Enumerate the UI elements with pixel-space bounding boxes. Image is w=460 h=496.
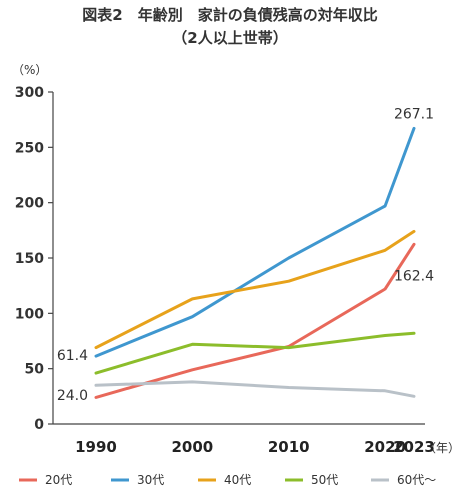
y-tick-label: 100 (15, 306, 44, 322)
y-tick-label: 200 (15, 196, 44, 212)
y-tick-label: 250 (15, 140, 44, 156)
data-label: 61.4 (57, 348, 88, 364)
legend-label-2: 40代 (224, 473, 251, 487)
x-tick-label: 2020 (364, 438, 406, 456)
legend-label-1: 30代 (137, 473, 164, 487)
x-tick-label: 2023 (393, 438, 435, 456)
x-tick-label: 1990 (75, 438, 117, 456)
y-tick-label: 150 (15, 251, 44, 267)
data-label: 267.1 (394, 106, 434, 122)
data-label: 24.0 (57, 388, 88, 404)
chart-subtitle: （2人以上世帯） (172, 29, 287, 47)
x-tick-label: 2000 (171, 438, 213, 456)
y-tick-label: 0 (34, 417, 44, 433)
series-line-3 (94, 331, 416, 375)
data-label: 162.4 (394, 268, 434, 284)
legend-label-3: 50代 (311, 473, 338, 487)
series-line-0 (94, 242, 416, 399)
chart-title: 図表2 年齢別 家計の負債残高の対年収比 (82, 6, 377, 24)
series-line-2 (94, 229, 416, 350)
series-line-4 (94, 380, 416, 398)
legend-label-0: 20代 (45, 473, 72, 487)
y-tick-label: 50 (25, 362, 45, 378)
x-tick-label: 2010 (268, 438, 310, 456)
y-tick-label: 300 (15, 85, 44, 101)
series-line-1 (94, 126, 416, 358)
legend-label-4: 60代〜 (397, 473, 436, 487)
x-axis-unit-label: （年） (424, 441, 460, 455)
y-axis-label: （%） (12, 63, 47, 77)
